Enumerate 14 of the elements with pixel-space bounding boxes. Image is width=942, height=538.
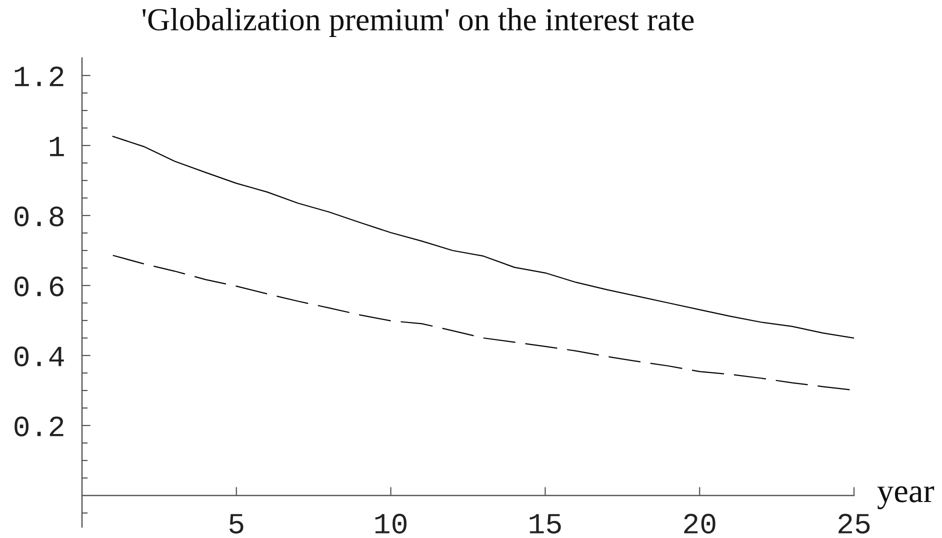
y-tick-label: 0.8: [14, 206, 64, 226]
y-tick-label: 1.2: [14, 66, 64, 86]
x-tick-label: 5: [229, 514, 244, 534]
x-tick-label: 25: [838, 514, 870, 534]
y-tick-label: 1: [50, 136, 64, 156]
x-axis-title: year: [877, 486, 934, 510]
y-tick-label: 0.2: [14, 416, 64, 436]
x-tick-label: 20: [684, 514, 716, 534]
chart-title: 'Globalization premium' on the interest rate: [142, 8, 694, 38]
x-tick-label: 10: [375, 514, 407, 534]
line-series: [112, 136, 854, 339]
y-tick-label: 0.4: [14, 346, 64, 366]
x-tick-label: 15: [530, 514, 561, 534]
y-tick-label: 0.6: [14, 276, 64, 296]
